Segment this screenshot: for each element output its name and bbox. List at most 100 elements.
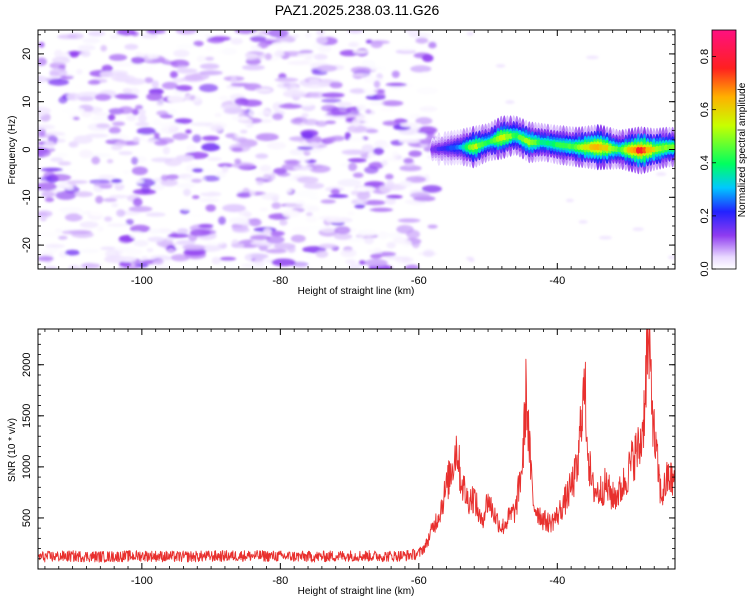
spectrogram-noise-cell	[326, 218, 348, 224]
spectrogram-noise-cell	[183, 248, 207, 256]
spectrogram-noise-cell	[272, 102, 281, 111]
spectrogram-noise-cell	[378, 231, 389, 240]
spectrogram-noise-cell	[131, 108, 139, 116]
spectrogram-noise-cell	[287, 60, 311, 65]
spectrogram-y-axis-label: Frequency (Hz)	[7, 116, 18, 185]
spectrogram-noise-cell	[233, 133, 242, 138]
spectrogram-noise-cell	[397, 218, 421, 223]
spectrogram-noise-cell	[38, 146, 49, 155]
spectrogram-noise-cell	[394, 118, 408, 124]
spectrogram-noise-cell	[348, 136, 364, 143]
spectrogram-noise-cell	[38, 124, 51, 130]
spectrogram-noise-cell	[172, 77, 184, 83]
spectrogram-noise-cell	[186, 144, 197, 153]
spectrogram-noise-cell	[94, 93, 112, 101]
spectrogram-noise-cell	[408, 30, 421, 38]
spectrogram-noise-cell	[101, 64, 113, 72]
spectrogram-noise-cell	[81, 111, 92, 118]
spectrogram-noise-cell	[45, 131, 66, 136]
spectrogram-noise-cell	[151, 64, 167, 71]
spectrogram-noise-cell	[229, 217, 249, 225]
spectrogram-noise-cell	[205, 56, 215, 61]
spectrogram-noise-cell	[265, 248, 287, 254]
spectrogram-noise-cell	[183, 94, 202, 103]
spectrogram-noise-cell	[250, 253, 269, 259]
spectrogram-noise-cell	[50, 157, 64, 163]
spectrogram-noise-cell	[274, 77, 299, 83]
spectrogram-noise-cell	[100, 45, 107, 52]
spectrogram-noise-cell	[351, 198, 368, 205]
spectrogram-noise-cell	[396, 224, 414, 234]
spectrogram-noise-cell	[67, 180, 88, 184]
spectrogram-noise-cell	[295, 46, 314, 51]
spectrogram-noise-cell	[40, 167, 64, 172]
spectrogram-noise-region	[38, 30, 675, 269]
spectrogram-noise-cell	[220, 48, 238, 55]
spectrogram-noise-cell	[169, 71, 178, 79]
spectrogram-noise-cell	[385, 256, 405, 260]
spectrogram-noise-cell	[216, 170, 227, 179]
spectrogram-noise-cell	[38, 182, 57, 191]
spectrogram-noise-cell	[250, 32, 267, 37]
spectrogram-noise-cell	[330, 188, 340, 195]
spectrogram-noise-cell	[210, 124, 224, 132]
spectrogram-noise-cell	[175, 154, 194, 162]
x-tick-label: -40	[549, 575, 565, 587]
spectrogram-noise-cell	[345, 259, 357, 265]
spectrogram-noise-cell	[207, 157, 222, 161]
spectrogram-noise-cell	[344, 132, 351, 141]
spectrogram-noise-cell	[365, 206, 373, 215]
spectrogram-noise-cell	[586, 55, 599, 60]
spectrogram-noise-cell	[385, 197, 396, 205]
spectrogram-noise-cell	[140, 33, 159, 39]
spectrogram-noise-cell	[107, 226, 127, 234]
spectrogram-noise-cell	[211, 256, 221, 265]
spectrogram-noise-cell	[409, 192, 431, 199]
spectrogram-noise-cell	[160, 241, 167, 247]
spectrogram-noise-cell	[79, 248, 100, 254]
spectrogram-noise-cell	[356, 114, 379, 122]
spectrogram-noise-cell	[138, 109, 146, 115]
spectrogram-noise-cell	[465, 256, 474, 261]
spectrogram-noise-cell	[347, 158, 367, 163]
y-tick-label: 0	[21, 146, 33, 152]
spectrogram-noise-cell	[293, 262, 308, 269]
spectrogram-noise-cell	[69, 51, 79, 58]
spectrogram-noise-cell	[99, 71, 114, 78]
y-tick-label: 10	[21, 96, 33, 108]
snr-y-ticks: 500 1000 1500 2000	[21, 333, 675, 570]
spectrogram-noise-cell	[114, 93, 139, 100]
spectrogram-noise-cell	[175, 85, 193, 92]
spectrogram-noise-cell	[391, 93, 410, 99]
spectrogram-noise-cell	[205, 204, 216, 212]
spectrogram-noise-cell	[55, 191, 77, 200]
spectrogram-noise-cell	[250, 35, 267, 42]
spectrogram-noise-cell	[399, 180, 413, 188]
spectrogram-noise-cell	[80, 50, 91, 57]
spectrogram-noise-cell	[59, 225, 78, 230]
spectrogram-noise-cell	[199, 83, 218, 93]
spectrogram-noise-cell	[136, 127, 156, 135]
spectrogram-noise-cell	[385, 82, 407, 87]
spectrogram-noise-cell	[272, 113, 284, 121]
spectrogram-noise-cell	[495, 64, 506, 68]
spectrogram-noise-cell	[91, 116, 112, 121]
spectrogram-noise-cell	[38, 41, 45, 48]
spectrogram-noise-cell	[379, 111, 390, 117]
spectrogram-noise-cell	[352, 50, 369, 54]
spectrogram-noise-cell	[365, 109, 372, 114]
y-tick-label: -20	[21, 237, 33, 253]
spectrogram-noise-cell	[261, 172, 271, 180]
spectrogram-noise-cell	[206, 36, 225, 44]
spectrogram-noise-cell	[292, 33, 300, 39]
spectrogram-noise-cell	[249, 218, 262, 227]
spectrogram-noise-cell	[131, 166, 148, 176]
spectrogram-noise-cell	[116, 209, 126, 217]
spectrogram-noise-cell	[410, 65, 432, 73]
spectrogram-noise-cell	[124, 78, 146, 85]
spectrogram-noise-cell	[321, 98, 342, 103]
spectrogram-noise-cell	[254, 257, 265, 267]
spectrogram-noise-cell	[341, 149, 366, 155]
spectrogram-noise-cell	[43, 141, 56, 149]
spectrogram-noise-cell	[578, 220, 588, 224]
